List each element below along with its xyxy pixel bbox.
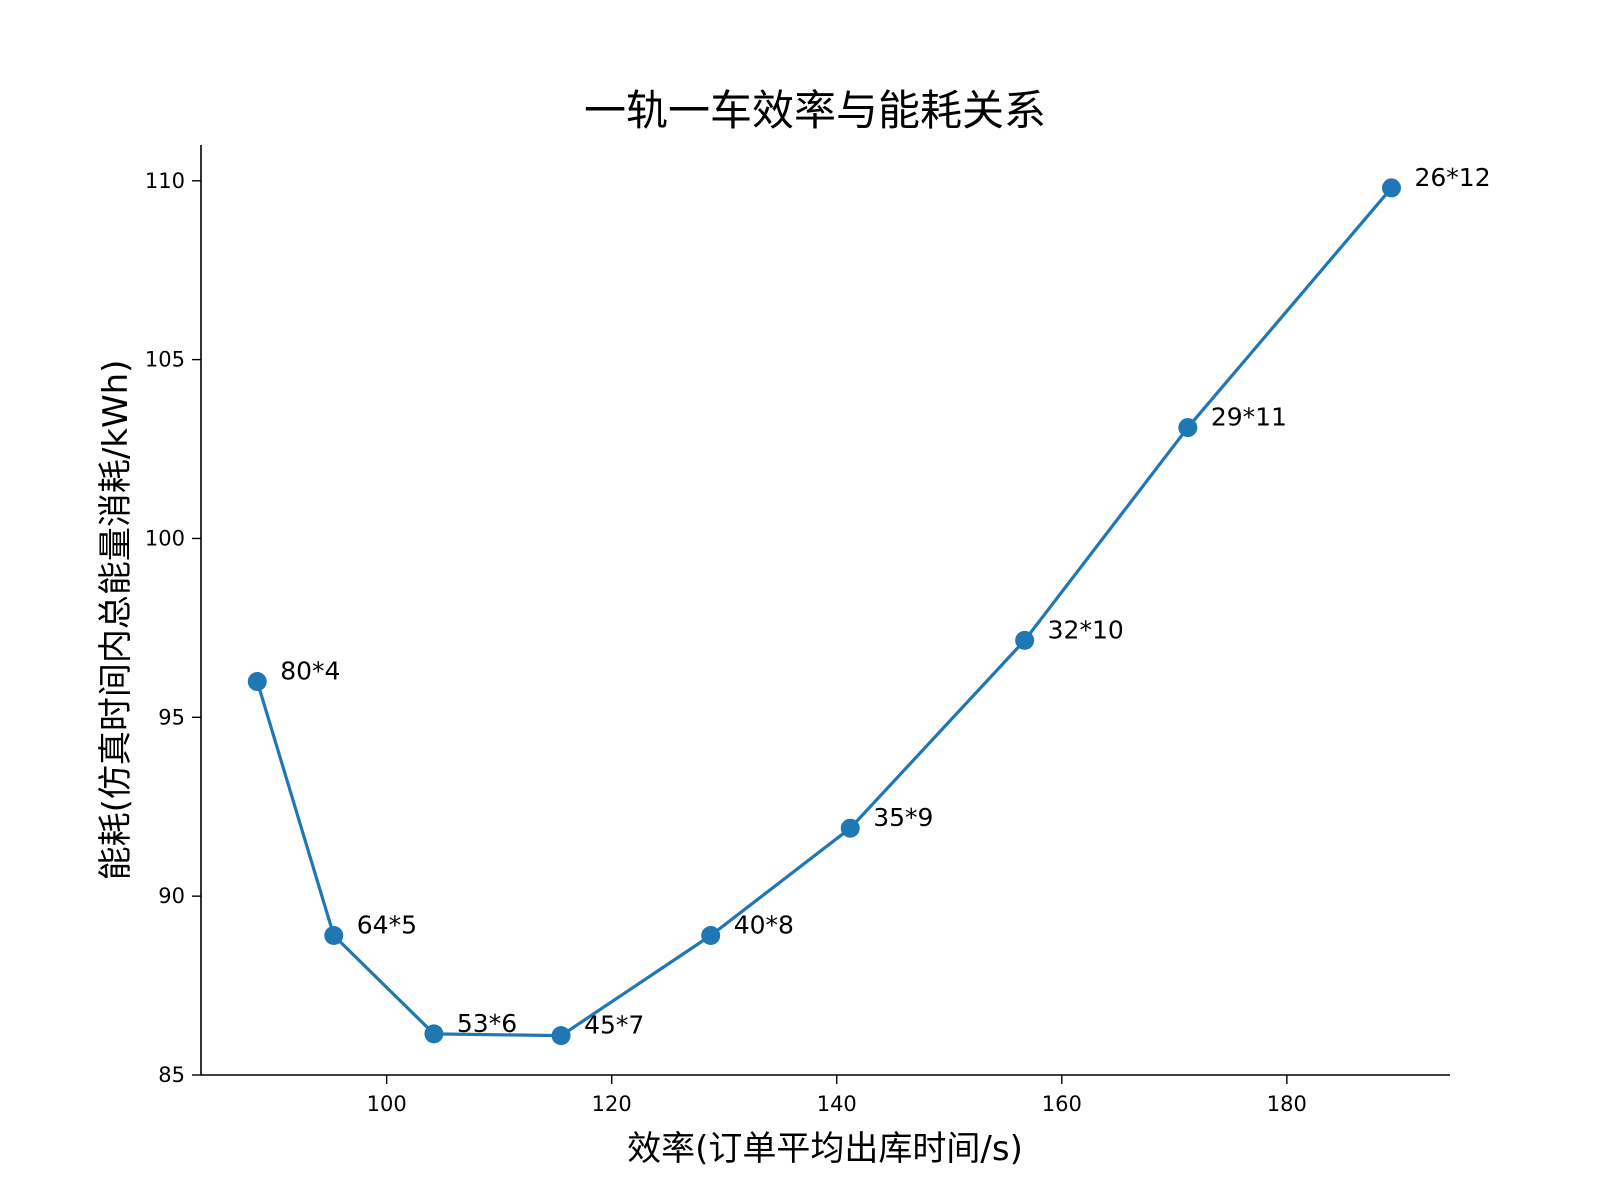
y-tick-label: 105 — [145, 348, 185, 372]
y-axis-label: 能耗(仿真时间内总能量消耗/kWh) — [96, 360, 136, 881]
chart-title: 一轨一车效率与能耗关系 — [584, 86, 1046, 135]
data-point — [424, 1024, 444, 1044]
data-point — [1015, 630, 1035, 650]
data-point-label: 53*6 — [457, 1009, 517, 1038]
x-tick-label: 100 — [367, 1092, 407, 1116]
data-point — [247, 672, 267, 692]
data-point — [1381, 178, 1401, 198]
x-tick-label: 140 — [817, 1092, 857, 1116]
data-point-label: 80*4 — [280, 657, 340, 686]
y-tick-label: 85 — [158, 1063, 185, 1087]
y-tick-label: 95 — [158, 705, 185, 729]
x-tick-label: 120 — [592, 1092, 632, 1116]
data-point — [551, 1026, 571, 1046]
data-point-label: 64*5 — [357, 911, 417, 940]
data-point — [324, 926, 344, 945]
data-point — [1178, 418, 1198, 438]
y-tick-label: 100 — [145, 526, 185, 550]
series-line — [255, 186, 1393, 1038]
data-point-label: 32*10 — [1048, 615, 1124, 644]
y-tick-label: 90 — [158, 884, 185, 908]
x-tick-label: 180 — [1267, 1092, 1307, 1116]
x-axis-label: 效率(订单平均出库时间/s) — [627, 1129, 1023, 1169]
y-tick-label: 110 — [145, 169, 185, 193]
data-point-label: 29*11 — [1211, 403, 1287, 432]
data-point-label: 26*12 — [1414, 163, 1490, 192]
data-point-label: 35*9 — [873, 803, 933, 832]
data-point-label: 40*8 — [734, 911, 794, 940]
data-point-label: 45*7 — [584, 1011, 644, 1040]
y-ticks: 85 90 95 100 105 110 — [145, 169, 201, 1087]
point-labels: 80*4 64*5 53*6 45*7 40*8 35*9 32*10 29*11 26*12 — [280, 163, 1490, 1040]
data-point — [701, 926, 721, 945]
x-tick-label: 160 — [1042, 1092, 1082, 1116]
markers — [247, 178, 1401, 1046]
data-point — [840, 818, 860, 838]
x-ticks: 100 120 140 160 180 — [367, 1075, 1307, 1116]
